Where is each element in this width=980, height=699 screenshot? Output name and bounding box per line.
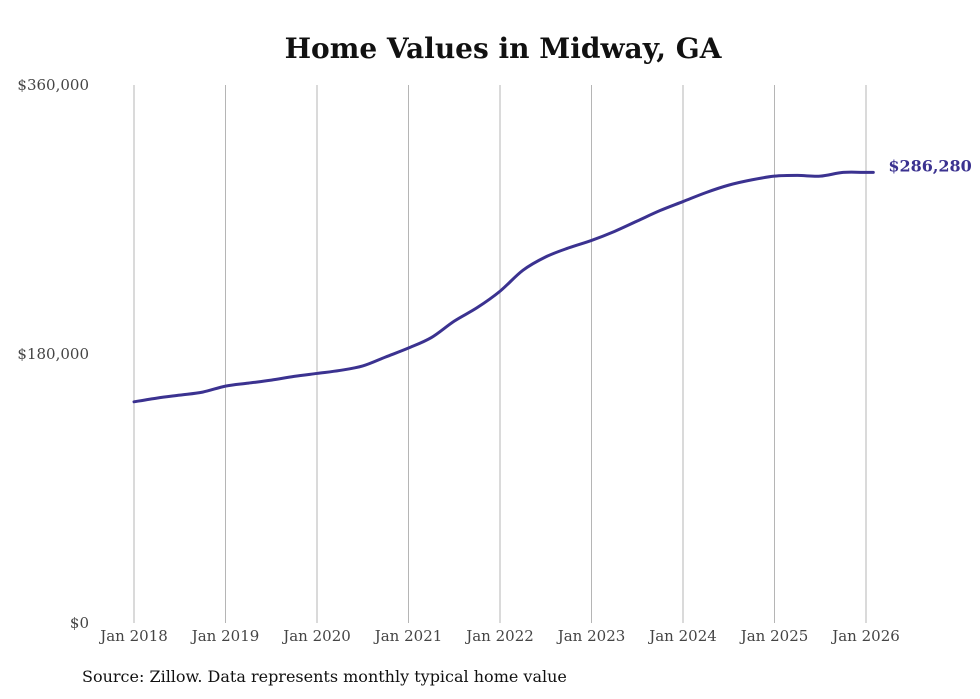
x-tick-label-4: Jan 2022 xyxy=(464,627,534,645)
source-note: Source: Zillow. Data represents monthly … xyxy=(82,667,567,686)
y-tick-label-2: $360,000 xyxy=(17,76,89,94)
series-layer xyxy=(132,170,875,404)
x-tick-label-0: Jan 2018 xyxy=(98,627,168,645)
y-tick-label-1: $180,000 xyxy=(17,345,89,363)
x-tick-label-8: Jan 2026 xyxy=(830,627,900,645)
x-axis-ticks: Jan 2018 Jan 2019 Jan 2020 Jan 2021 Jan 2022… xyxy=(98,627,900,645)
x-tick-label-2: Jan 2020 xyxy=(281,627,351,645)
x-tick-label-5: Jan 2023 xyxy=(556,627,626,645)
x-tick-label-3: Jan 2021 xyxy=(373,627,443,645)
y-tick-label-0: $0 xyxy=(70,614,89,632)
series-line-0 xyxy=(132,170,875,404)
x-tick-label-7: Jan 2025 xyxy=(739,627,809,645)
x-tick-label-6: Jan 2024 xyxy=(647,627,717,645)
y-axis-ticks: $0 $180,000 $360,000 xyxy=(17,76,89,632)
grid-lines xyxy=(133,85,867,623)
end-value-label: $286,280 xyxy=(888,156,972,175)
chart-title: Home Values in Midway, GA xyxy=(285,32,723,65)
x-tick-label-1: Jan 2019 xyxy=(190,627,260,645)
